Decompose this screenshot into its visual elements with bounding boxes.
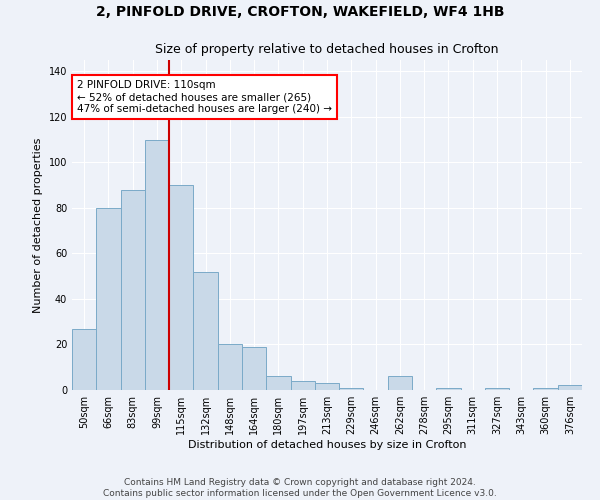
Y-axis label: Number of detached properties: Number of detached properties	[33, 138, 43, 312]
Bar	[485, 388, 509, 390]
Bar	[436, 388, 461, 390]
Title: Size of property relative to detached houses in Crofton: Size of property relative to detached ho…	[155, 43, 499, 56]
Bar	[558, 386, 582, 390]
Bar	[315, 383, 339, 390]
Bar	[290, 381, 315, 390]
Text: 2, PINFOLD DRIVE, CROFTON, WAKEFIELD, WF4 1HB: 2, PINFOLD DRIVE, CROFTON, WAKEFIELD, WF…	[96, 5, 504, 19]
Bar	[96, 208, 121, 390]
Bar	[266, 376, 290, 390]
Text: 2 PINFOLD DRIVE: 110sqm
← 52% of detached houses are smaller (265)
47% of semi-d: 2 PINFOLD DRIVE: 110sqm ← 52% of detache…	[77, 80, 332, 114]
Bar	[388, 376, 412, 390]
Text: Contains HM Land Registry data © Crown copyright and database right 2024.
Contai: Contains HM Land Registry data © Crown c…	[103, 478, 497, 498]
Bar	[121, 190, 145, 390]
Bar	[72, 328, 96, 390]
X-axis label: Distribution of detached houses by size in Crofton: Distribution of detached houses by size …	[188, 440, 466, 450]
Bar	[145, 140, 169, 390]
Bar	[242, 347, 266, 390]
Bar	[339, 388, 364, 390]
Bar	[218, 344, 242, 390]
Bar	[193, 272, 218, 390]
Bar	[169, 185, 193, 390]
Bar	[533, 388, 558, 390]
